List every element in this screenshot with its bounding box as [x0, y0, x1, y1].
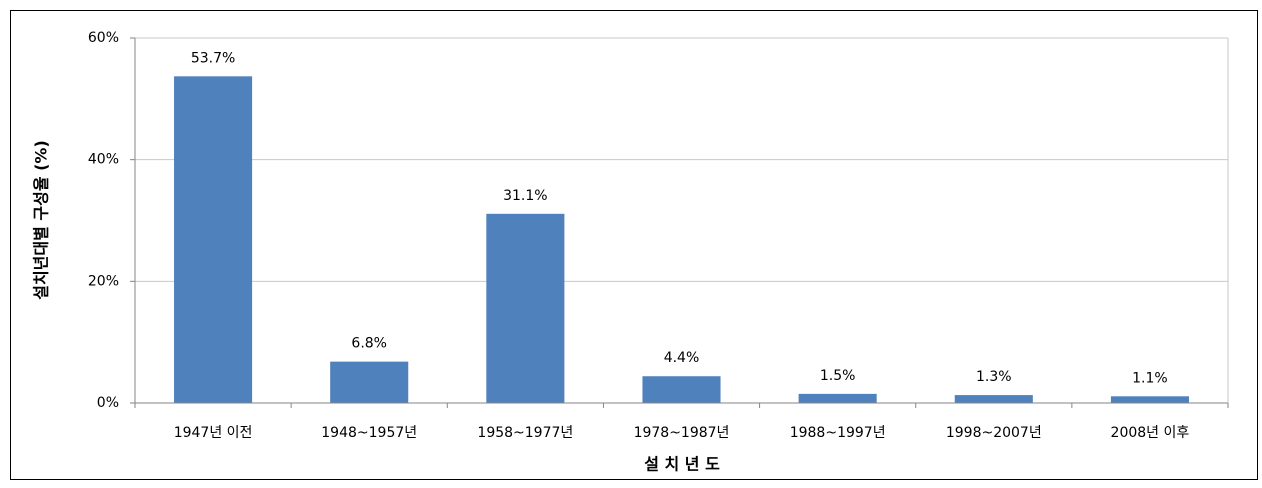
bar — [486, 213, 565, 403]
bar — [330, 361, 409, 403]
y-axis-title: 설치년대별 구성율 (%) — [32, 140, 51, 300]
x-tick-label: 1947년 이전 — [174, 425, 253, 441]
value-label: 6.8% — [351, 336, 387, 352]
value-label: 1.5% — [820, 368, 856, 384]
bar — [798, 393, 877, 403]
bar — [642, 376, 721, 403]
x-tick-label: 1948~1957년 — [321, 425, 417, 441]
x-tick-label: 1998~2007년 — [946, 425, 1042, 441]
chart-frame — [10, 10, 1258, 480]
value-label: 1.3% — [976, 369, 1012, 385]
value-label: 31.1% — [503, 188, 547, 204]
y-tick-label: 20% — [88, 273, 119, 289]
value-label: 1.1% — [1132, 370, 1168, 386]
x-tick-label: 2008년 이후 — [1111, 425, 1190, 441]
y-tick-label: 0% — [97, 395, 119, 411]
bar — [174, 76, 253, 403]
value-label: 4.4% — [664, 350, 700, 366]
x-tick-label: 1978~1987년 — [634, 425, 730, 441]
x-tick-label: 1988~1997년 — [790, 425, 886, 441]
y-tick-label: 60% — [88, 30, 119, 46]
bar — [1110, 396, 1189, 403]
x-tick-label: 1958~1977년 — [477, 425, 573, 441]
x-axis-title: 설 치 년 도 — [644, 455, 720, 474]
bar — [954, 395, 1033, 403]
value-label: 53.7% — [191, 50, 235, 66]
y-tick-label: 40% — [88, 152, 119, 168]
